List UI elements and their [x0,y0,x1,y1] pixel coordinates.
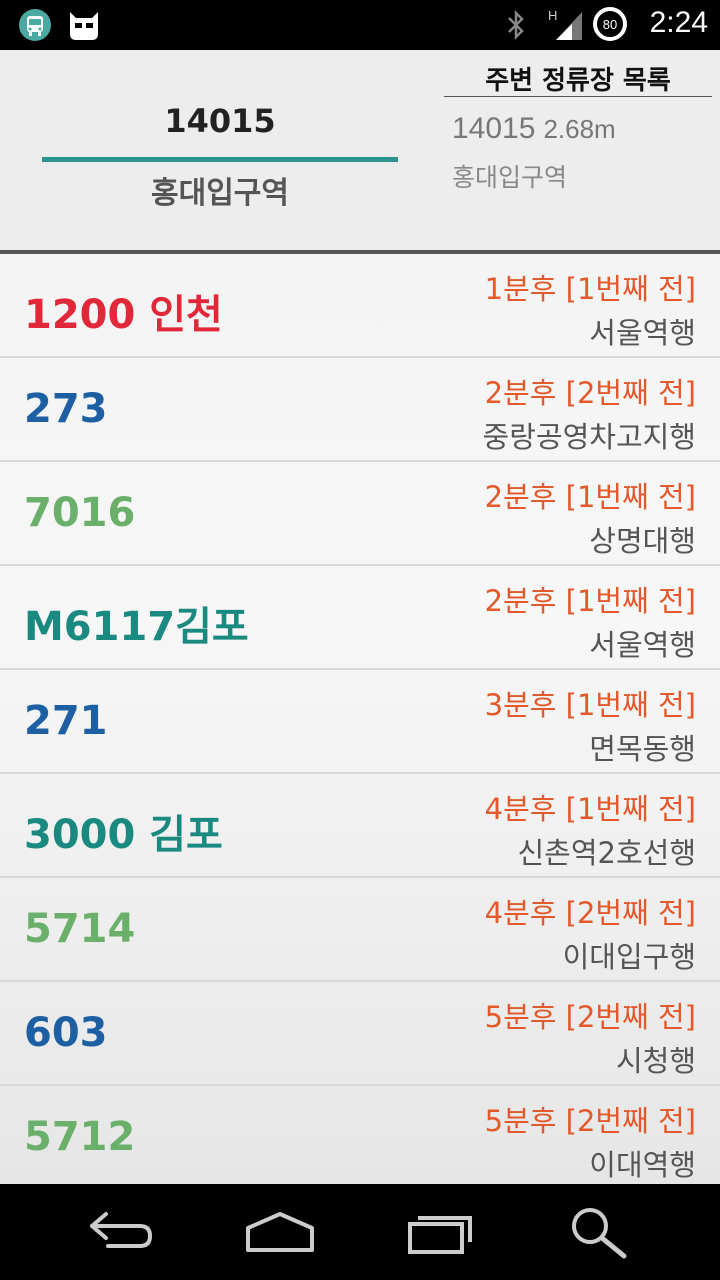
arrival-row[interactable]: 271 3분후 [1번째 전] 면목동행 [0,670,720,774]
route-number: 603 [24,1010,108,1056]
route-number: M6117김포 [24,604,249,650]
nearby-title-divider [444,96,712,97]
cyanogen-mascot-icon [70,12,98,40]
battery-icon: 80 [593,7,627,41]
route-number: 3000 김포 [24,812,223,858]
stop-header: 14015 홍대입구역 주변 정류장 목록 14015 2.68m 홍대입구역 [0,50,720,250]
arrival-time: 4분후 [1번째 전] [484,792,696,826]
arrival-time: 2분후 [1번째 전] [484,480,696,514]
destination: 신촌역2호선행 [517,836,696,870]
arrival-time: 1분후 [1번째 전] [484,272,696,306]
destination: 상명대행 [589,524,696,558]
nearby-stops-title: 주변 정류장 목록 [485,66,671,96]
arrival-row[interactable]: 3000 김포 4분후 [1번째 전] 신촌역2호선행 [0,774,720,878]
route-number: 1200 인천 [24,292,223,338]
bluetooth-icon [508,9,524,41]
arrival-time: 2분후 [2번째 전] [484,376,696,410]
destination: 이대입구행 [562,940,696,974]
nearby-stop-item[interactable]: 14015 2.68m [452,112,616,146]
back-icon[interactable] [80,1202,160,1262]
arrival-row[interactable]: 273 2분후 [2번째 전] 중랑공영차고지행 [0,358,720,462]
arrival-time: 3분후 [1번째 전] [484,688,696,722]
status-bar: H 80 2:24 [0,0,720,50]
arrival-row[interactable]: 1200 인천 1분후 [1번째 전] 서울역행 [0,254,720,358]
arrival-row[interactable]: M6117김포 2분후 [1번째 전] 서울역행 [0,566,720,670]
destination: 이대역행 [589,1148,696,1182]
current-stop-name: 홍대입구역 [151,176,289,211]
search-icon[interactable] [560,1202,640,1262]
destination: 서울역행 [589,628,696,662]
destination: 중랑공영차고지행 [482,420,696,454]
arrival-time: 2분후 [1번째 전] [484,584,696,618]
arrival-row[interactable]: 603 5분후 [2번째 전] 시청행 [0,982,720,1086]
destination: 면목동행 [589,732,696,766]
current-stop-underline [42,157,398,162]
signal-icon: H [548,8,582,40]
arrival-row[interactable]: 5714 4분후 [2번째 전] 이대입구행 [0,878,720,982]
arrival-time: 4분후 [2번째 전] [484,896,696,930]
route-number: 5712 [24,1114,136,1160]
header-divider [0,250,720,254]
route-number: 5714 [24,906,136,952]
arrival-row[interactable]: 7016 2분후 [1번째 전] 상명대행 [0,462,720,566]
current-stop-number: 14015 [164,102,276,140]
destination: 시청행 [615,1044,696,1078]
route-number: 7016 [24,490,136,536]
recents-icon[interactable] [400,1202,480,1262]
nearby-stop-number: 14015 [452,112,536,145]
arrival-time: 5분후 [2번째 전] [484,1000,696,1034]
bus-app-icon [19,9,51,41]
arrival-time: 5분후 [2번째 전] [484,1104,696,1138]
nearby-stop-distance: 2.68m [543,114,616,144]
battery-level: 80 [603,17,617,32]
home-icon[interactable] [240,1202,320,1262]
arrival-list[interactable]: 1200 인천 1분후 [1번째 전] 서울역행 273 2분후 [2번째 전]… [0,254,720,1184]
network-type-label: H [548,8,557,23]
route-number: 273 [24,386,108,432]
nearby-stop-name[interactable]: 홍대입구역 [452,163,568,192]
clock: 2:24 [649,6,708,39]
destination: 서울역행 [589,316,696,350]
navigation-bar [0,1184,720,1280]
arrival-row[interactable]: 5712 5분후 [2번째 전] 이대역행 [0,1086,720,1184]
route-number: 271 [24,698,108,744]
